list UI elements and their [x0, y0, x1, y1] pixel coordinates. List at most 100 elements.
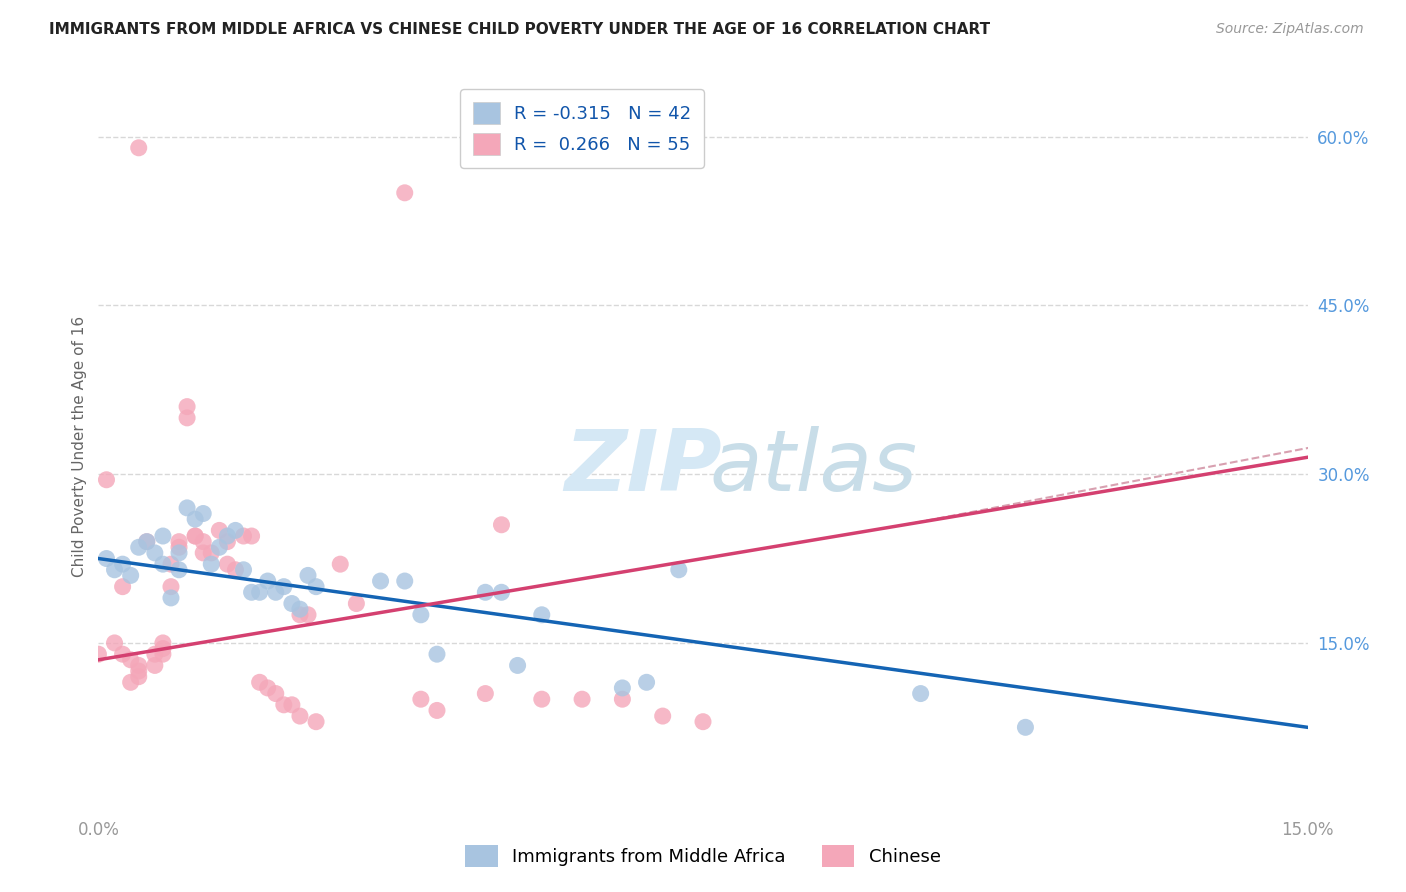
Point — [176, 400, 198, 414]
Point — [281, 597, 304, 611]
Point — [128, 664, 150, 678]
Point — [143, 647, 166, 661]
Point — [305, 580, 328, 594]
Point — [217, 557, 239, 571]
Point — [668, 563, 690, 577]
Point — [184, 529, 207, 543]
Point — [184, 512, 207, 526]
Point — [288, 709, 311, 723]
Point — [530, 607, 553, 622]
Point — [240, 585, 263, 599]
Point — [217, 529, 239, 543]
Point — [232, 563, 254, 577]
Point — [297, 568, 319, 582]
Point — [128, 541, 150, 555]
Point — [264, 687, 287, 701]
Point — [111, 647, 134, 661]
Point — [1014, 720, 1036, 734]
Point — [160, 591, 183, 605]
Point — [249, 585, 271, 599]
Point — [128, 670, 150, 684]
Point — [193, 534, 215, 549]
Point — [208, 524, 231, 538]
Point — [612, 692, 634, 706]
Point — [111, 580, 134, 594]
Point — [120, 675, 142, 690]
Point — [128, 141, 150, 155]
Point — [135, 534, 157, 549]
Legend: Immigrants from Middle Africa, Chinese: Immigrants from Middle Africa, Chinese — [458, 838, 948, 874]
Point — [692, 714, 714, 729]
Point — [224, 524, 246, 538]
Point — [167, 534, 190, 549]
Point — [167, 546, 190, 560]
Point — [128, 658, 150, 673]
Point — [160, 580, 183, 594]
Point — [474, 687, 496, 701]
Point — [329, 557, 352, 571]
Point — [288, 602, 311, 616]
Point — [160, 557, 183, 571]
Point — [394, 186, 416, 200]
Point — [491, 517, 513, 532]
Point — [120, 653, 142, 667]
Point — [910, 687, 932, 701]
Point — [176, 500, 198, 515]
Point — [426, 703, 449, 717]
Point — [256, 574, 278, 588]
Point — [200, 557, 222, 571]
Point — [120, 568, 142, 582]
Point — [394, 574, 416, 588]
Point — [651, 709, 673, 723]
Point — [217, 534, 239, 549]
Point — [152, 641, 174, 656]
Point — [264, 585, 287, 599]
Point — [370, 574, 392, 588]
Point — [193, 546, 215, 560]
Point — [530, 692, 553, 706]
Point — [135, 534, 157, 549]
Point — [167, 563, 190, 577]
Point — [636, 675, 658, 690]
Y-axis label: Child Poverty Under the Age of 16: Child Poverty Under the Age of 16 — [72, 316, 87, 576]
Point — [87, 647, 110, 661]
Point — [426, 647, 449, 661]
Point — [111, 557, 134, 571]
Point — [273, 580, 295, 594]
Text: atlas: atlas — [709, 426, 917, 509]
Point — [474, 585, 496, 599]
Point — [249, 675, 271, 690]
Point — [167, 541, 190, 555]
Point — [208, 541, 231, 555]
Point — [288, 607, 311, 622]
Text: IMMIGRANTS FROM MIDDLE AFRICA VS CHINESE CHILD POVERTY UNDER THE AGE OF 16 CORRE: IMMIGRANTS FROM MIDDLE AFRICA VS CHINESE… — [49, 22, 990, 37]
Point — [281, 698, 304, 712]
Point — [152, 529, 174, 543]
Point — [240, 529, 263, 543]
Point — [152, 557, 174, 571]
Point — [232, 529, 254, 543]
Point — [506, 658, 529, 673]
Point — [297, 607, 319, 622]
Point — [491, 585, 513, 599]
Point — [571, 692, 593, 706]
Point — [409, 607, 432, 622]
Point — [176, 410, 198, 425]
Point — [143, 546, 166, 560]
Point — [103, 636, 125, 650]
Point — [103, 563, 125, 577]
Point — [256, 681, 278, 695]
Point — [344, 597, 367, 611]
Point — [305, 714, 328, 729]
Point — [612, 681, 634, 695]
Point — [273, 698, 295, 712]
Point — [184, 529, 207, 543]
Point — [200, 546, 222, 560]
Point — [193, 507, 215, 521]
Point — [152, 636, 174, 650]
Point — [96, 551, 118, 566]
Text: Source: ZipAtlas.com: Source: ZipAtlas.com — [1216, 22, 1364, 37]
Point — [96, 473, 118, 487]
Point — [152, 647, 174, 661]
Legend: R = -0.315   N = 42, R =  0.266   N = 55: R = -0.315 N = 42, R = 0.266 N = 55 — [460, 89, 704, 168]
